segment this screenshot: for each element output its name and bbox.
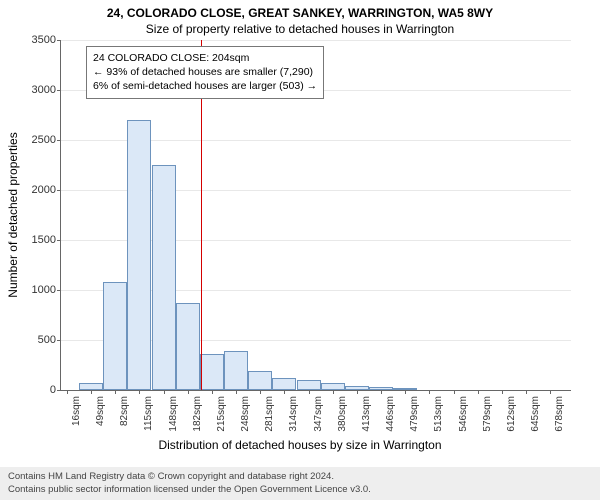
- x-axis-label: Distribution of detached houses by size …: [0, 438, 600, 452]
- footer-attribution: Contains HM Land Registry data © Crown c…: [0, 467, 600, 500]
- histogram-bar: [200, 354, 224, 390]
- y-tick-label: 2500: [16, 134, 56, 146]
- x-tick-mark: [429, 390, 430, 394]
- histogram-bar: [127, 120, 151, 390]
- y-tick-mark: [57, 90, 61, 91]
- x-tick-mark: [115, 390, 116, 394]
- page-title-line2: Size of property relative to detached ho…: [0, 20, 600, 36]
- y-tick-mark: [57, 290, 61, 291]
- y-tick-label: 500: [16, 334, 56, 346]
- histogram-bar: [321, 383, 345, 390]
- x-tick-mark: [212, 390, 213, 394]
- y-tick-mark: [57, 190, 61, 191]
- histogram-bar: [224, 351, 248, 390]
- x-tick-mark: [357, 390, 358, 394]
- y-tick-label: 2000: [16, 184, 56, 196]
- histogram-bar: [152, 165, 176, 390]
- x-tick-mark: [139, 390, 140, 394]
- y-tick-mark: [57, 340, 61, 341]
- x-tick-mark: [381, 390, 382, 394]
- y-axis-label: Number of detached properties: [6, 132, 20, 297]
- x-tick-mark: [333, 390, 334, 394]
- histogram-bar: [297, 380, 321, 390]
- footer-line1: Contains HM Land Registry data © Crown c…: [8, 471, 592, 483]
- x-tick-mark: [284, 390, 285, 394]
- y-tick-mark: [57, 40, 61, 41]
- x-tick-mark: [67, 390, 68, 394]
- x-tick-mark: [164, 390, 165, 394]
- gridline: [61, 40, 571, 41]
- histogram-bar: [103, 282, 127, 390]
- x-tick-mark: [454, 390, 455, 394]
- y-tick-label: 3500: [16, 34, 56, 46]
- x-tick-mark: [260, 390, 261, 394]
- y-tick-label: 1500: [16, 234, 56, 246]
- histogram-chart: Number of detached properties 16sqm49sqm…: [0, 40, 600, 440]
- y-tick-label: 0: [16, 384, 56, 396]
- x-tick-mark: [236, 390, 237, 394]
- y-tick-label: 1000: [16, 284, 56, 296]
- x-tick-mark: [502, 390, 503, 394]
- page-title-line1: 24, COLORADO CLOSE, GREAT SANKEY, WARRIN…: [0, 0, 600, 20]
- annotation-line1: 24 COLORADO CLOSE: 204sqm: [93, 51, 317, 65]
- y-tick-mark: [57, 390, 61, 391]
- histogram-bar: [248, 371, 272, 390]
- footer-line2: Contains public sector information licen…: [8, 484, 592, 496]
- histogram-bar: [272, 378, 296, 390]
- x-tick-mark: [188, 390, 189, 394]
- annotation-line2: ← 93% of detached houses are smaller (7,…: [93, 65, 317, 79]
- x-tick-mark: [309, 390, 310, 394]
- y-tick-mark: [57, 240, 61, 241]
- plot-area: 16sqm49sqm82sqm115sqm148sqm182sqm215sqm2…: [60, 40, 571, 391]
- y-tick-label: 3000: [16, 84, 56, 96]
- x-tick-mark: [478, 390, 479, 394]
- annotation-box: 24 COLORADO CLOSE: 204sqm← 93% of detach…: [86, 46, 324, 99]
- x-tick-mark: [526, 390, 527, 394]
- y-tick-mark: [57, 140, 61, 141]
- x-tick-mark: [550, 390, 551, 394]
- x-tick-mark: [91, 390, 92, 394]
- histogram-bar: [176, 303, 200, 390]
- annotation-line3: 6% of semi-detached houses are larger (5…: [93, 79, 317, 93]
- x-tick-mark: [405, 390, 406, 394]
- histogram-bar: [79, 383, 103, 390]
